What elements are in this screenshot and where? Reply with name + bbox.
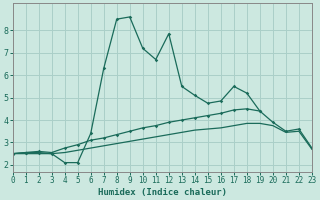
X-axis label: Humidex (Indice chaleur): Humidex (Indice chaleur) — [98, 188, 227, 197]
